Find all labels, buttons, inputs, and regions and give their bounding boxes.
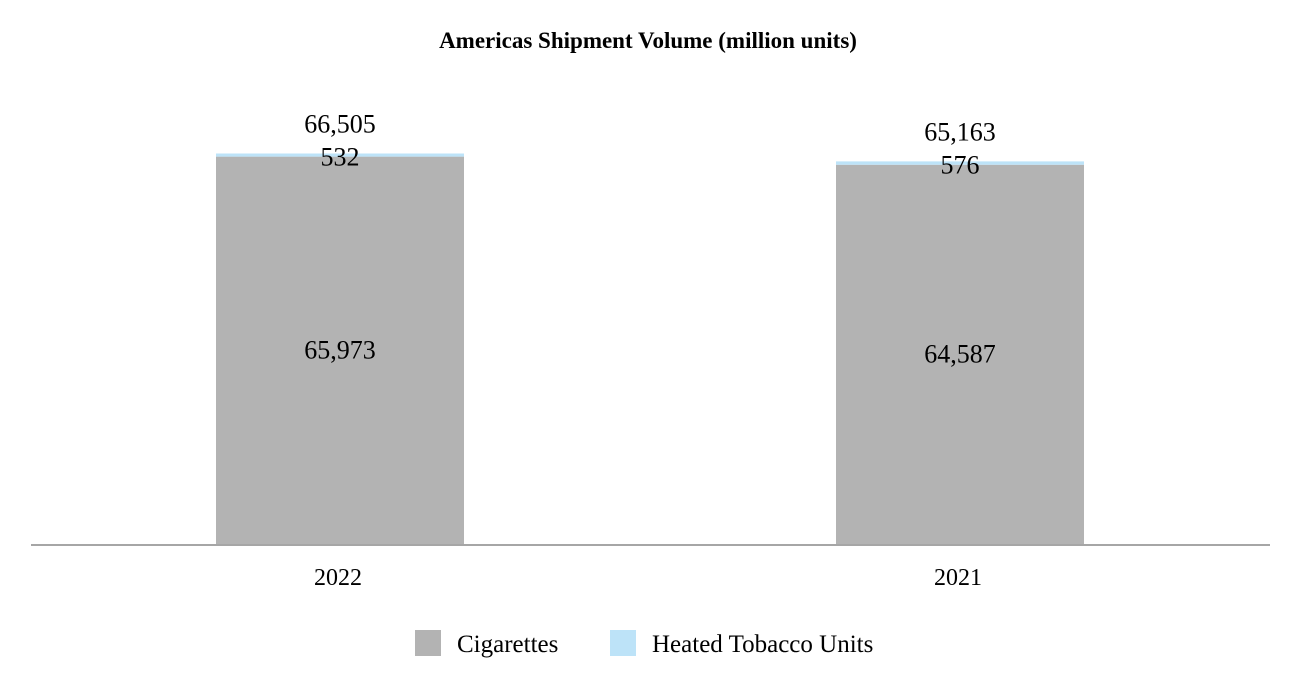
bar-cigarettes-2022 bbox=[216, 156, 464, 545]
bar-heated-tobacco-units-2022 bbox=[216, 153, 464, 157]
data-label-cigarettes-2022: 65,973 bbox=[304, 335, 376, 364]
bars-layer: 65,973 532 66,505 64,587 576 65,163 bbox=[216, 109, 1084, 545]
data-label-cigarettes-2021: 64,587 bbox=[924, 339, 996, 368]
legend: Cigarettes Heated Tobacco Units bbox=[415, 630, 873, 658]
bar-heated-tobacco-units-2021 bbox=[836, 161, 1084, 165]
bar-cigarettes-2021 bbox=[836, 164, 1084, 545]
legend-swatch-cigarettes bbox=[415, 630, 441, 656]
x-tick-label-2021: 2021 bbox=[934, 565, 982, 591]
total-label-2021: 65,163 bbox=[924, 117, 996, 146]
legend-label-cigarettes: Cigarettes bbox=[457, 631, 558, 658]
data-label-heated-tobacco-units-2022: 532 bbox=[321, 142, 360, 171]
data-label-heated-tobacco-units-2021: 576 bbox=[941, 150, 980, 179]
legend-label-heated-tobacco-units: Heated Tobacco Units bbox=[652, 631, 873, 658]
x-tick-labels: 2022 2021 bbox=[314, 565, 982, 591]
x-tick-label-2022: 2022 bbox=[314, 565, 362, 591]
total-label-2022: 66,505 bbox=[304, 109, 376, 138]
chart-title: Americas Shipment Volume (million units) bbox=[439, 28, 857, 53]
legend-swatch-heated-tobacco-units bbox=[610, 630, 636, 656]
